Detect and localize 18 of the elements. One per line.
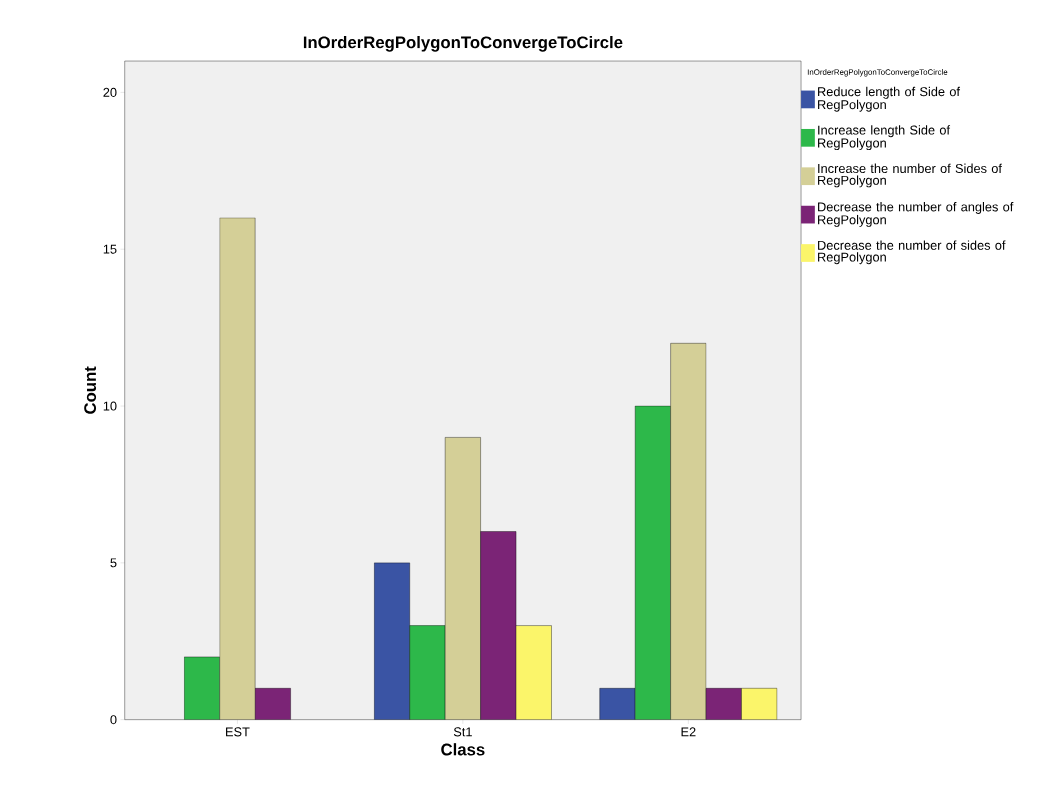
chart-title: InOrderRegPolygonToConvergeToCircle (303, 35, 623, 52)
legend-label: Reduce length of Side of RegPolygon (818, 86, 961, 112)
y-axis-title: Count (84, 366, 97, 414)
y-tick-label: 0 (110, 715, 117, 725)
legend-label: Increase length Side of RegPolygon (818, 125, 951, 150)
bar (515, 625, 552, 720)
x-tick-label: St1 (453, 727, 472, 737)
legend-label: Increase the number of Sides of RegPolygon (818, 163, 1002, 188)
legend-label: Decrease the number of sides of RegPolygon (818, 240, 1006, 265)
y-tick-label: 10 (103, 401, 117, 411)
y-tick-label: 5 (110, 558, 117, 568)
y-tick-label: 20 (103, 87, 117, 97)
x-tick-label: EST (226, 727, 250, 737)
y-tick-label: 15 (103, 244, 117, 254)
legend-label: Decrease the number of angles of RegPolygon (818, 201, 1014, 227)
bar (741, 688, 778, 720)
x-axis-title: Class (441, 743, 485, 756)
x-tick-label: E2 (681, 727, 696, 737)
